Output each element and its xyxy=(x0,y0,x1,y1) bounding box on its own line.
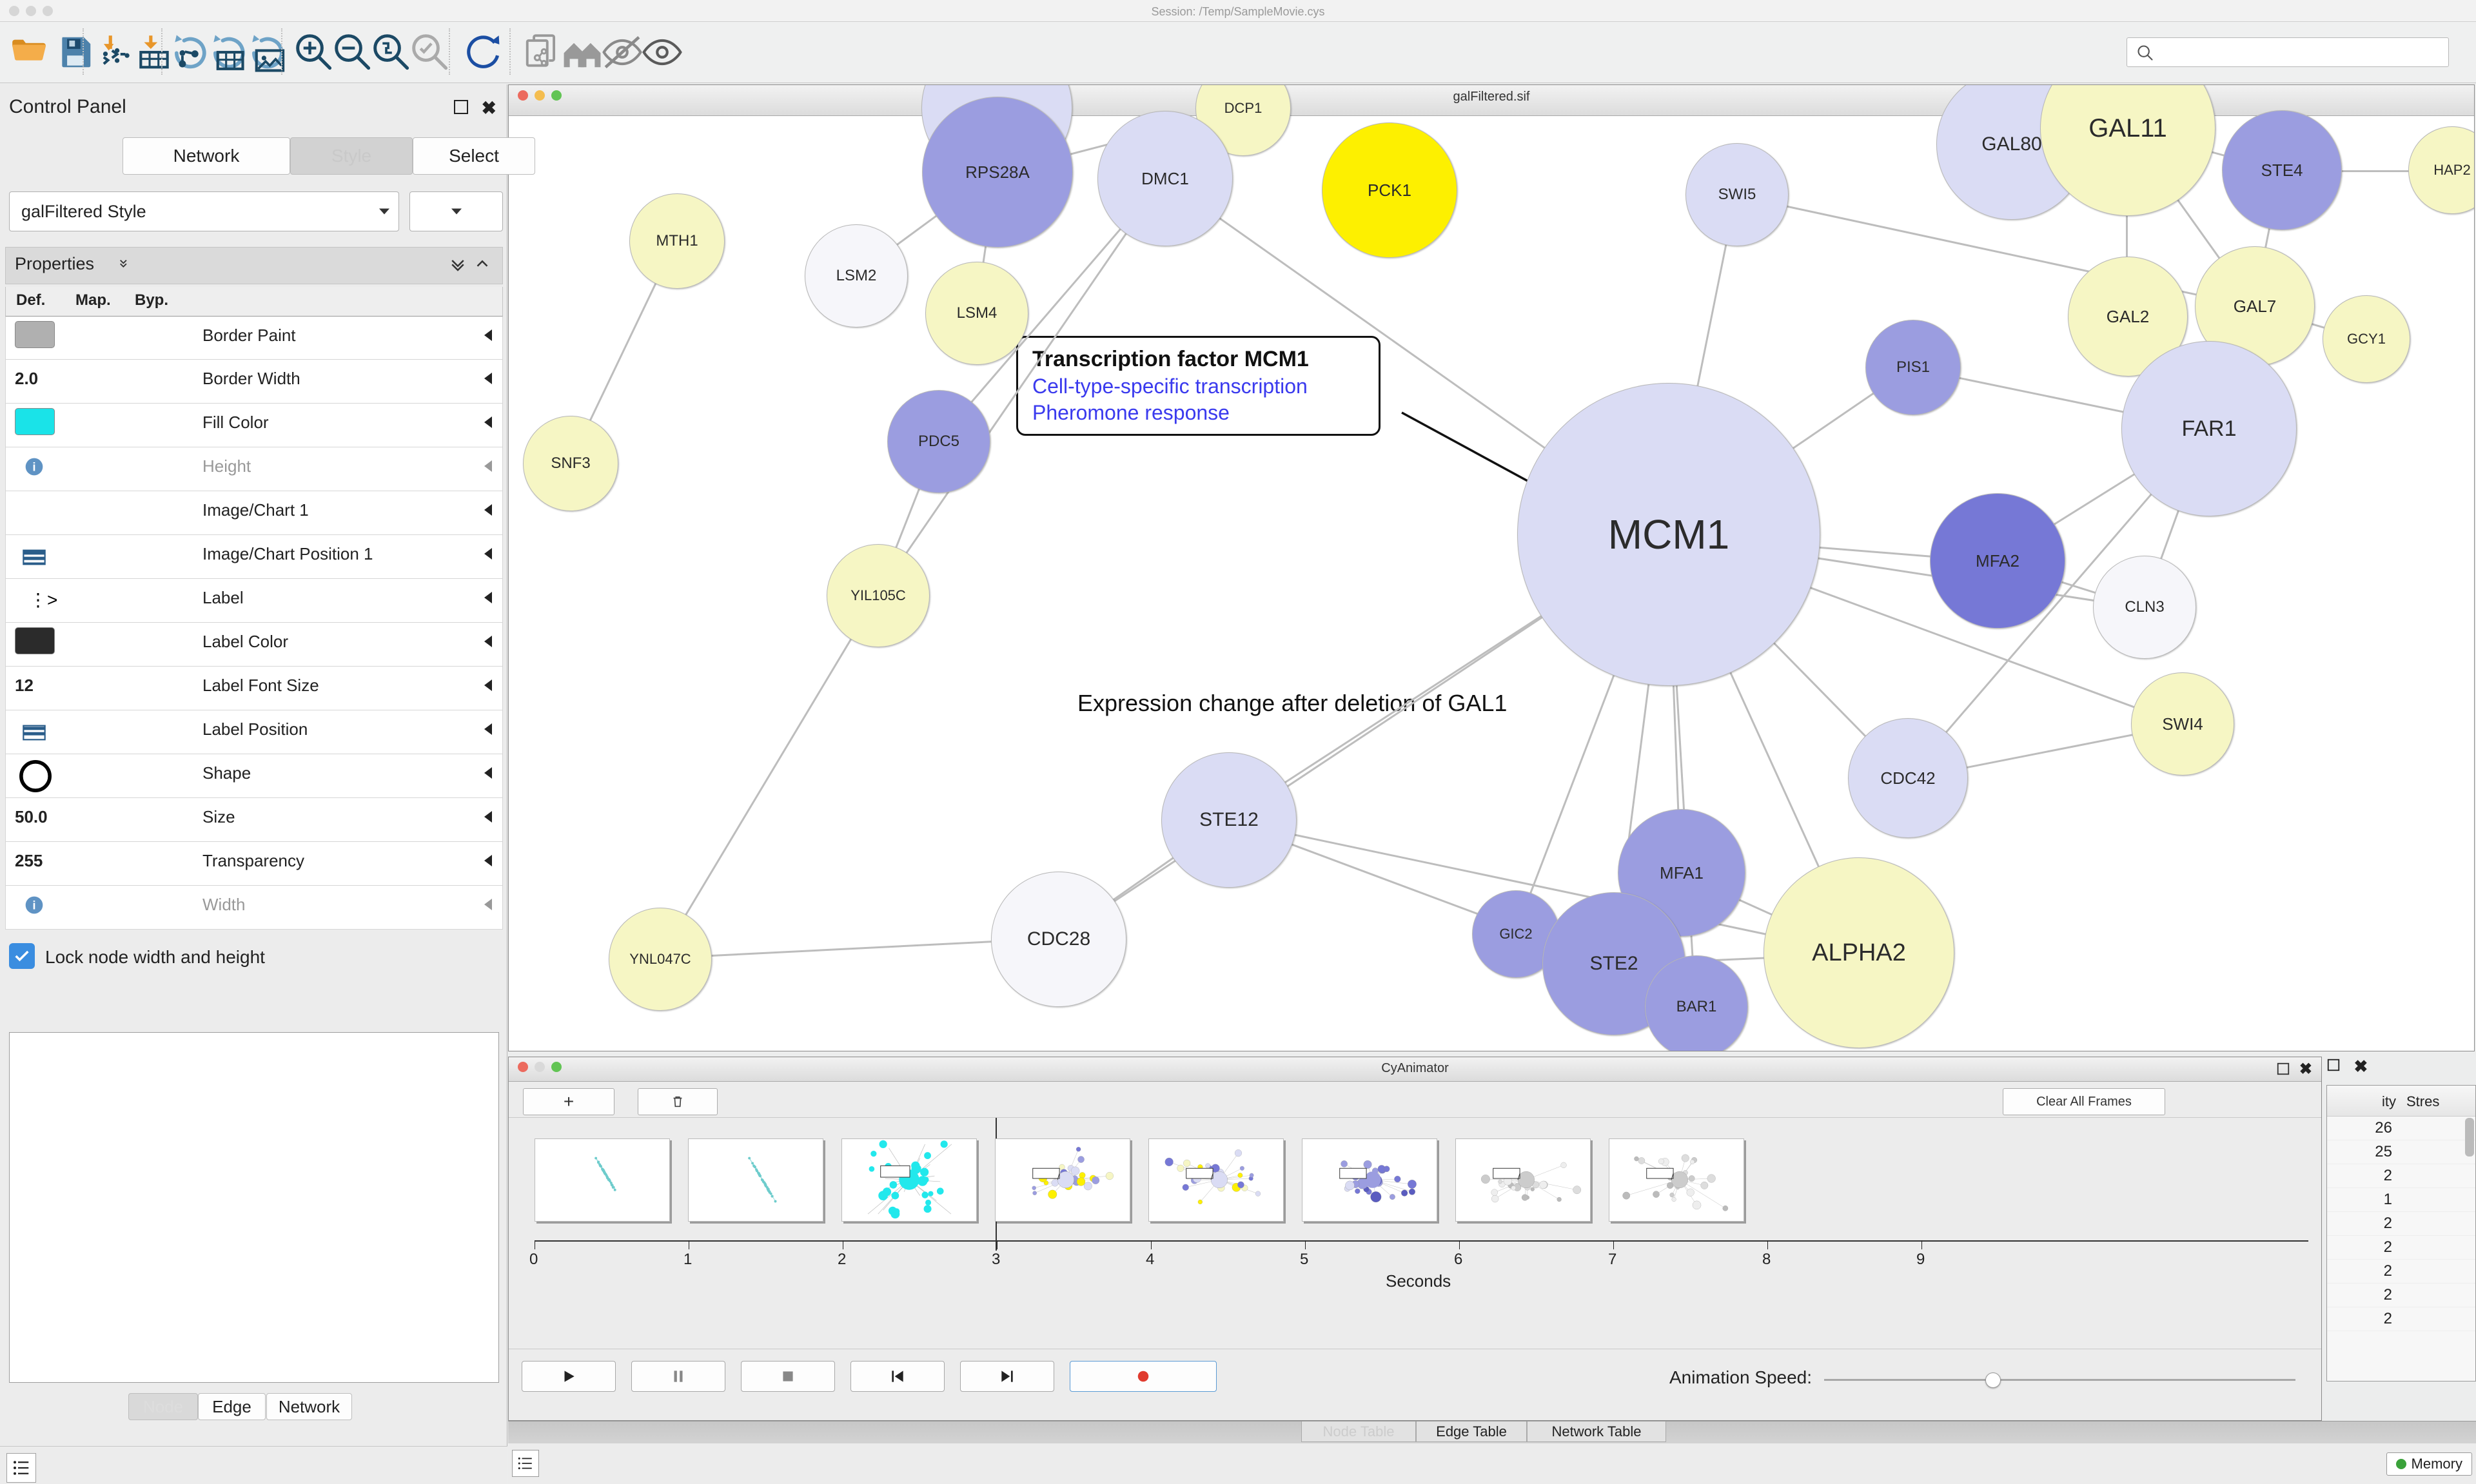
svg-text:i: i xyxy=(32,899,35,912)
svg-text:i: i xyxy=(32,460,35,474)
